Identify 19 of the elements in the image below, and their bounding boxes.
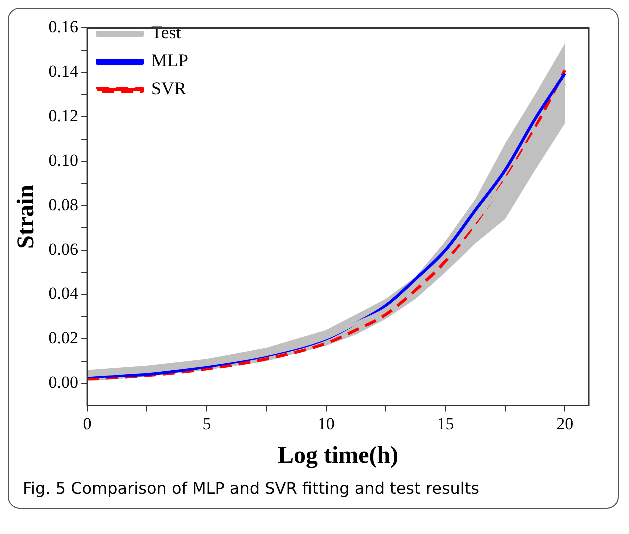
y-tick-label: 0.12 xyxy=(48,106,79,126)
y-axis-title: Strain xyxy=(14,184,40,250)
x-tick-label: 0 xyxy=(83,414,92,434)
x-axis-title: Log time(h) xyxy=(278,442,399,469)
y-tick-label: 0.06 xyxy=(48,240,79,259)
y-tick-label: 0.00 xyxy=(48,373,79,392)
y-tick-label: 0.08 xyxy=(48,195,79,214)
caption: Fig. 5 Comparison of MLP and SVR fitting and test results xyxy=(22,478,480,500)
x-tick-label: 10 xyxy=(318,414,335,434)
y-tick-label: 0.16 xyxy=(48,18,79,37)
x-tick-label: 5 xyxy=(202,414,212,434)
y-tick-label: 0.04 xyxy=(48,284,80,304)
y-tick-label: 0.14 xyxy=(48,62,80,82)
x-tick-label: 15 xyxy=(437,414,454,434)
legend-label: MLP xyxy=(152,50,189,71)
legend-label: SVR xyxy=(152,78,187,99)
y-tick-label: 0.02 xyxy=(48,328,79,348)
y-tick-label: 0.10 xyxy=(48,150,79,170)
x-tick-label: 20 xyxy=(556,414,574,434)
